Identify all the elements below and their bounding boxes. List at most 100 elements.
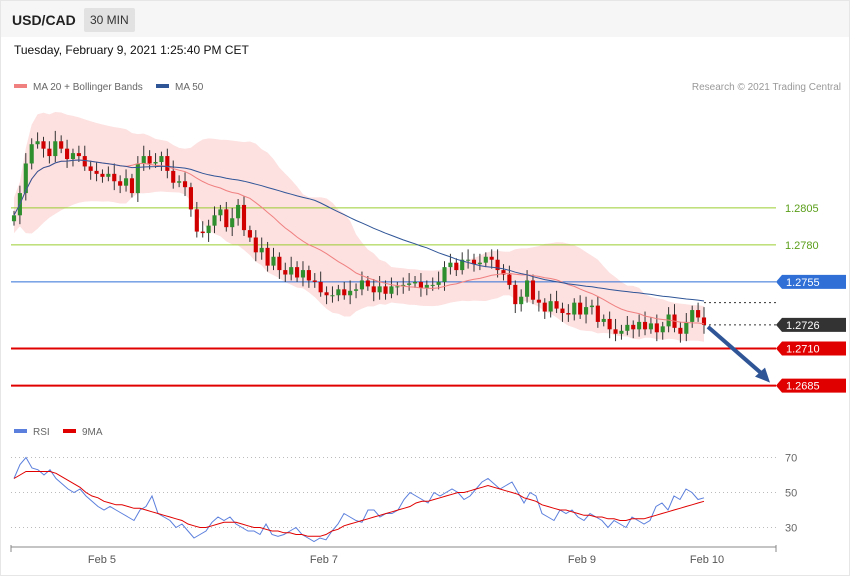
candle-body	[696, 310, 701, 318]
candle-body	[212, 215, 217, 226]
timeframe-button[interactable]: 30 MIN	[84, 8, 135, 32]
candle-body	[525, 280, 530, 297]
candle	[613, 318, 618, 342]
candle	[112, 163, 117, 191]
candle-body	[460, 259, 465, 271]
candle	[507, 265, 512, 290]
candle-body	[112, 173, 117, 182]
candle	[436, 271, 441, 290]
candle	[572, 298, 577, 321]
candle-body	[253, 237, 258, 253]
candle-body	[106, 173, 111, 177]
candle-body	[578, 302, 583, 315]
candle-body	[277, 256, 282, 271]
candle-body	[147, 156, 152, 164]
candle-body	[177, 181, 182, 183]
candle	[513, 280, 518, 314]
candle	[483, 252, 488, 268]
candle-body	[353, 289, 359, 291]
legend-label-rsi: RSI	[33, 427, 50, 438]
candle	[519, 289, 524, 312]
candle	[542, 298, 547, 319]
candle-body	[448, 262, 453, 268]
ma20-line	[13, 159, 705, 325]
candle	[389, 277, 394, 299]
candle	[53, 130, 58, 162]
candle-body	[436, 281, 441, 285]
candle	[200, 221, 205, 238]
ma50-line	[13, 159, 705, 302]
candle	[182, 172, 188, 197]
candle-body	[265, 247, 270, 266]
level-label-1.2780: 1.2780	[785, 240, 819, 252]
candle	[224, 201, 229, 232]
candle-body	[224, 209, 229, 228]
candle-body	[165, 156, 170, 171]
candle-body	[619, 330, 624, 334]
candle-body	[59, 141, 64, 149]
candle	[678, 321, 683, 343]
candle-body	[625, 324, 630, 331]
candle	[454, 258, 459, 277]
candle-body	[389, 286, 394, 294]
candle-body	[383, 286, 388, 294]
legend-ma50: MA 50	[156, 82, 203, 93]
candle-body	[424, 284, 429, 288]
candle	[660, 321, 665, 340]
candle	[147, 150, 152, 170]
candle	[11, 210, 17, 226]
candle	[412, 276, 418, 288]
candle-body	[289, 267, 294, 275]
candle	[501, 264, 506, 281]
candle	[595, 296, 600, 328]
candle	[548, 293, 553, 318]
candle-body	[359, 280, 365, 290]
candle-body	[477, 262, 482, 265]
level-label-1.2685: 1.2685	[786, 381, 820, 393]
candle-body	[572, 302, 577, 315]
rsi-tick-label-30: 30	[785, 523, 797, 535]
level-label-1.2710: 1.2710	[786, 344, 820, 356]
candle-body	[678, 327, 683, 334]
candle	[218, 204, 223, 222]
rsi-tick-label-50: 50	[785, 488, 797, 500]
candle-body	[11, 215, 17, 222]
x-tick-label-feb-10: Feb 10	[690, 554, 724, 566]
candle-body	[560, 308, 565, 314]
candle	[642, 311, 648, 336]
candle-body	[283, 270, 288, 275]
candle	[65, 139, 70, 168]
candle-body	[194, 209, 199, 232]
candle-body	[377, 286, 382, 293]
candle-body	[171, 170, 176, 183]
candle-body	[200, 231, 205, 234]
candle-body	[100, 173, 105, 177]
candle-body	[88, 166, 93, 171]
legend-ma20: MA 20 + Bollinger Bands	[14, 82, 143, 93]
candle	[129, 173, 135, 198]
candle-body	[613, 329, 618, 334]
candle	[466, 249, 471, 269]
x-tick-label-feb-9: Feb 9	[568, 554, 596, 566]
candle-body	[53, 141, 58, 157]
candle-body	[336, 289, 341, 296]
candle-body	[123, 178, 129, 186]
candle	[631, 320, 636, 339]
candle	[265, 241, 270, 272]
candle-body	[466, 259, 471, 261]
candle-body	[530, 280, 536, 300]
candle	[371, 278, 376, 302]
candle-body	[454, 262, 459, 271]
candle	[324, 286, 329, 305]
candle	[236, 199, 241, 226]
candle-body	[82, 156, 87, 167]
candle	[495, 249, 500, 278]
candle	[460, 252, 465, 275]
candle-body	[118, 181, 123, 186]
candle-body	[395, 286, 400, 288]
candle-body	[407, 283, 412, 285]
candle-body	[218, 209, 223, 216]
candle-body	[365, 280, 370, 287]
candle	[106, 166, 111, 182]
candle-body	[595, 305, 600, 322]
